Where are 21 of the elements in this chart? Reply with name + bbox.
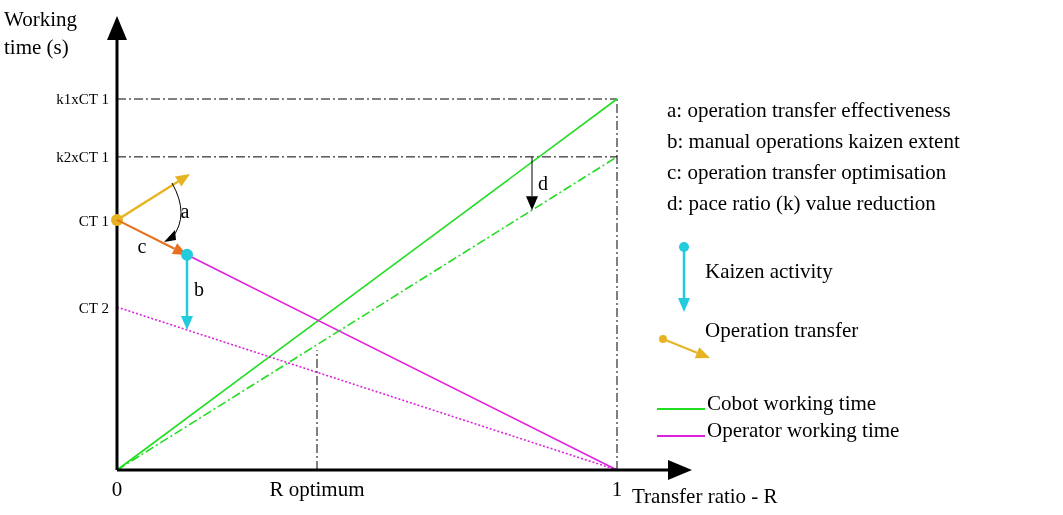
annotation: CT 2 [78,300,109,317]
annotation: CT 1 [78,212,109,229]
ref-line-label: k1xCT 1 [56,91,109,107]
x-tick-label: 0 [111,477,123,501]
x-tick-label: R optimum [269,477,365,501]
x-axis-title: Transfer ratio - R [632,484,778,508]
text: b: manual operations kaizen extent [667,129,960,153]
text: Kaizen activity [705,259,834,283]
text: d: pace ratio (k) value reduction [667,191,937,215]
x-tick-label: 1 [611,477,623,501]
legend-label: Cobot working time [707,391,877,415]
text: a: operation transfer effectiveness [667,98,951,122]
annotation: a [180,200,190,222]
annotation: d [538,172,548,194]
annotation: b [194,278,204,300]
ref-line-label: k2xCT 1 [56,148,109,165]
text: c: operation transfer optimisation [667,160,947,184]
text: Operation transfer [705,318,859,342]
annotation: c [137,235,147,257]
legend-label: Operator working time [707,418,900,442]
y-axis-title: Working time (s) [4,7,78,59]
